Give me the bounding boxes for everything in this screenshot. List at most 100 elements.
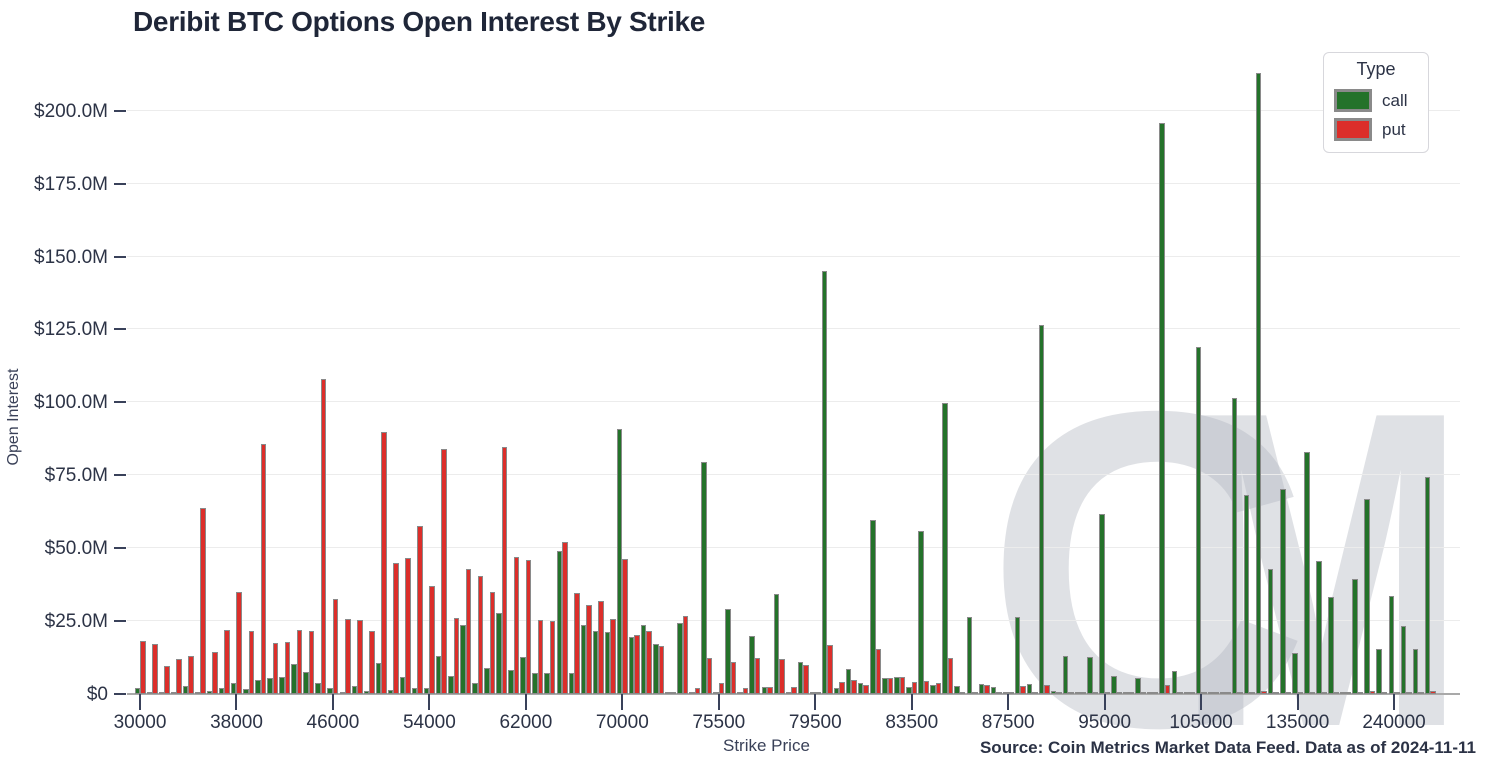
call-bar-46000: [327, 688, 333, 694]
strike-slot-57000: [460, 60, 472, 694]
call-bar-260000: [1412, 649, 1419, 694]
call-bar-98000: [1135, 677, 1141, 694]
y-tick-label: $125.0M: [34, 319, 108, 341]
call-bar-77000: [749, 635, 755, 694]
strike-slot-89000: [1026, 60, 1038, 694]
put-bar-79000: [803, 665, 809, 694]
put-bar-170000: [1345, 692, 1352, 694]
strike-slot-68000: [592, 60, 604, 694]
strike-slot-30000: [134, 60, 146, 694]
call-bar-70000: [616, 428, 623, 694]
call-bar-65000: [556, 551, 563, 694]
put-bar-43000: [296, 630, 303, 694]
y-tick-label: $0: [86, 684, 108, 705]
put-bar-70000: [622, 558, 628, 694]
put-bar-200000: [1369, 690, 1376, 694]
call-bar-53000: [411, 688, 418, 694]
call-bar-74500: [689, 692, 695, 694]
call-bar-73000: [653, 644, 659, 694]
strike-slot-99000: [1147, 60, 1159, 694]
y-tick-mark: [114, 693, 126, 695]
call-bar-100000: [1159, 123, 1165, 694]
call-bar-72000: [640, 625, 647, 694]
put-bar-80000: [827, 645, 833, 694]
strike-slot-160000: [1328, 60, 1340, 694]
strike-slot-51000: [387, 60, 399, 694]
put-bar-33000: [176, 658, 182, 694]
strike-slot-42000: [279, 60, 291, 694]
strike-slot-240000: [1388, 60, 1400, 694]
strike-slot-88000: [1014, 60, 1026, 694]
gridline: [127, 547, 1460, 549]
call-bar-110000: [1231, 397, 1238, 694]
strike-slot-102000: [1171, 60, 1183, 694]
call-bar-84500: [930, 684, 936, 694]
x-tick-label-30000: 30000: [113, 712, 167, 733]
x-axis-line: [127, 693, 1460, 695]
put-bar-36000: [212, 651, 218, 694]
put-bar-73000: [658, 646, 664, 694]
strike-slot-78500: [785, 60, 797, 694]
call-bar-76500: [737, 692, 743, 694]
call-bar-220000: [1376, 648, 1382, 694]
x-tick-mark: [1007, 694, 1010, 710]
strike-slot-70000: [616, 60, 628, 694]
call-bar-280000: [1424, 476, 1431, 694]
call-bar-31000: [146, 692, 153, 694]
call-bar-81500: [857, 683, 864, 694]
x-tick-label-83500: 83500: [885, 712, 939, 733]
put-bar-89000: [1032, 692, 1038, 694]
strike-slot-74500: [689, 60, 701, 694]
legend: Type call put: [1323, 52, 1429, 153]
x-tick-label-79500: 79500: [788, 712, 842, 733]
call-bar-135000: [1292, 652, 1298, 694]
put-bar-41000: [272, 643, 279, 694]
strike-slot-96000: [1111, 60, 1123, 694]
strike-slot-82500: [882, 60, 894, 694]
put-bar-67000: [586, 605, 592, 694]
x-tick-label-54000: 54000: [402, 712, 456, 733]
put-bar-85000: [947, 658, 954, 694]
put-bar-32000: [164, 666, 170, 694]
put-bar-48000: [357, 619, 363, 694]
call-bar-82000: [870, 519, 876, 694]
legend-label-put: put: [1382, 119, 1406, 139]
call-bar-86000: [966, 616, 973, 694]
strike-slot-77500: [761, 60, 773, 694]
call-bar-57000: [460, 624, 466, 694]
put-bar-100000: [1164, 684, 1171, 694]
call-color-swatch: [1334, 89, 1372, 112]
strike-slot-50000: [375, 60, 387, 694]
put-bar-78500: [791, 686, 797, 694]
strike-slot-78000: [773, 60, 785, 694]
call-bar-250000: [1400, 626, 1407, 694]
strike-slot-87000: [990, 60, 1002, 694]
put-bar-52000: [405, 558, 411, 694]
strike-slot-97000: [1123, 60, 1135, 694]
coin-metrics-watermark-m: M: [1175, 319, 1468, 771]
call-bar-60000: [496, 612, 502, 694]
y-tick-label: $50.0M: [44, 538, 108, 560]
call-bar-66000: [568, 673, 575, 694]
strike-slot-59000: [484, 60, 496, 694]
call-bar-33000: [170, 692, 177, 694]
put-bar-83500: [911, 682, 918, 694]
put-bar-37000: [224, 629, 230, 694]
strike-slot-104000: [1183, 60, 1195, 694]
call-bar-42000: [279, 677, 285, 694]
strike-slot-31000: [146, 60, 158, 694]
gridline: [127, 620, 1460, 622]
strike-slot-65000: [556, 60, 568, 694]
call-bar-240000: [1388, 596, 1395, 694]
call-bar-47000: [339, 692, 345, 694]
strike-slot-39000: [243, 60, 255, 694]
call-bar-82500: [882, 678, 888, 694]
call-bar-81000: [845, 669, 852, 694]
put-bar-59000: [489, 591, 496, 694]
put-bar-105000: [1201, 692, 1207, 694]
put-bar-51000: [393, 562, 399, 694]
strike-slot-250000: [1400, 60, 1412, 694]
put-bar-80500: [839, 682, 845, 694]
put-bar-120000: [1261, 691, 1267, 694]
